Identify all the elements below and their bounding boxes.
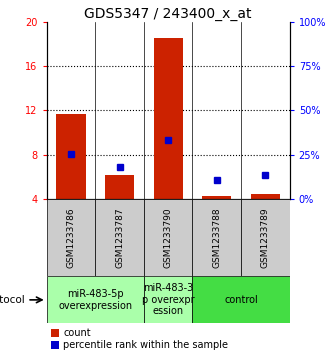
Bar	[105, 175, 134, 199]
Bar	[95, 199, 144, 276]
Bar	[251, 195, 280, 199]
Bar	[47, 276, 144, 323]
Bar	[144, 276, 192, 323]
Bar	[241, 199, 290, 276]
Bar	[154, 38, 183, 199]
Bar	[202, 196, 231, 199]
Bar	[192, 199, 241, 276]
Text: miR-483-5p
overexpression: miR-483-5p overexpression	[58, 289, 132, 311]
Title: GDS5347 / 243400_x_at: GDS5347 / 243400_x_at	[84, 7, 252, 21]
Bar	[192, 276, 290, 323]
Bar	[144, 199, 192, 276]
Text: control: control	[224, 295, 258, 305]
Bar	[56, 114, 86, 199]
Text: GSM1233786: GSM1233786	[66, 207, 76, 268]
Text: GSM1233787: GSM1233787	[115, 207, 124, 268]
Text: GSM1233790: GSM1233790	[164, 207, 173, 268]
Bar	[47, 199, 95, 276]
Legend: count, percentile rank within the sample: count, percentile rank within the sample	[52, 328, 228, 350]
Text: protocol: protocol	[0, 295, 25, 305]
Text: GSM1233789: GSM1233789	[261, 207, 270, 268]
Text: miR-483-3
p overexpr
ession: miR-483-3 p overexpr ession	[142, 283, 194, 317]
Text: GSM1233788: GSM1233788	[212, 207, 221, 268]
